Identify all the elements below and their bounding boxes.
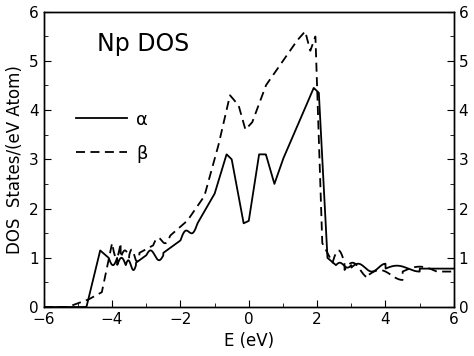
β xyxy=(302,29,308,33)
α xyxy=(451,267,456,271)
α xyxy=(198,215,204,219)
α xyxy=(41,305,46,309)
β xyxy=(88,296,93,300)
β xyxy=(41,305,46,309)
α xyxy=(399,264,405,268)
Line: α: α xyxy=(44,88,454,307)
X-axis label: E (eV): E (eV) xyxy=(224,333,274,350)
Legend: α, β: α, β xyxy=(69,103,155,170)
Line: β: β xyxy=(44,31,454,307)
β xyxy=(443,269,449,274)
α xyxy=(216,178,222,182)
β xyxy=(216,142,222,146)
α xyxy=(311,86,317,90)
α xyxy=(88,288,93,292)
α xyxy=(112,261,118,266)
β xyxy=(399,278,405,282)
β xyxy=(112,253,118,258)
β xyxy=(198,199,204,203)
α xyxy=(443,267,449,271)
Text: Np DOS: Np DOS xyxy=(97,32,189,56)
β xyxy=(451,269,456,274)
Y-axis label: DOS  States/(eV Atom): DOS States/(eV Atom) xyxy=(6,65,24,254)
